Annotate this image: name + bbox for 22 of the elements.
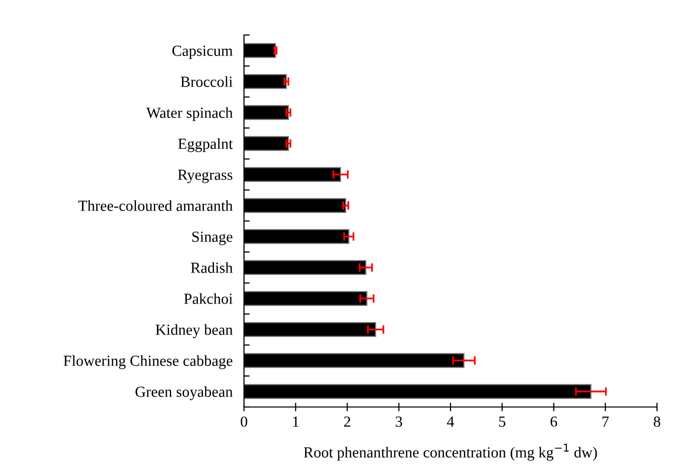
y-tick-label: Sinage	[192, 232, 232, 246]
x-tick-label: 0	[240, 416, 248, 427]
y-tick-label: Green soyabean	[136, 386, 233, 400]
y-tick-label: Pakchoi	[184, 293, 233, 304]
x-tick-label: 4	[446, 416, 454, 427]
y-tick-label: Ryegrass	[178, 170, 232, 184]
x-tick-label: 1	[293, 416, 299, 427]
x-tick-label: 3	[396, 416, 402, 427]
x-axis-title: Root phenanthrene concentration (mg kg$^{−1}$ dw)	[304, 444, 597, 461]
x-tick-label: 8	[654, 416, 660, 427]
x-tick-label: 7	[602, 416, 609, 427]
y-tick-label: Kidney bean	[156, 324, 233, 338]
y-tick-label: Broccoli	[180, 76, 233, 87]
y-tick-label: Water spinach	[146, 107, 233, 122]
x-tick-label: 5	[499, 416, 506, 427]
x-tick-label: 6	[550, 416, 558, 427]
x-tick-label: 2	[344, 416, 350, 427]
y-tick-label: Radish	[190, 262, 233, 273]
y-tick-label: Capsicum	[172, 46, 233, 60]
y-tick-label: Flowering Chinese cabbage	[64, 355, 232, 370]
y-tick-label: Three-coloured amaranth	[78, 200, 233, 211]
y-tick-label: Eggpalnt	[178, 138, 233, 152]
